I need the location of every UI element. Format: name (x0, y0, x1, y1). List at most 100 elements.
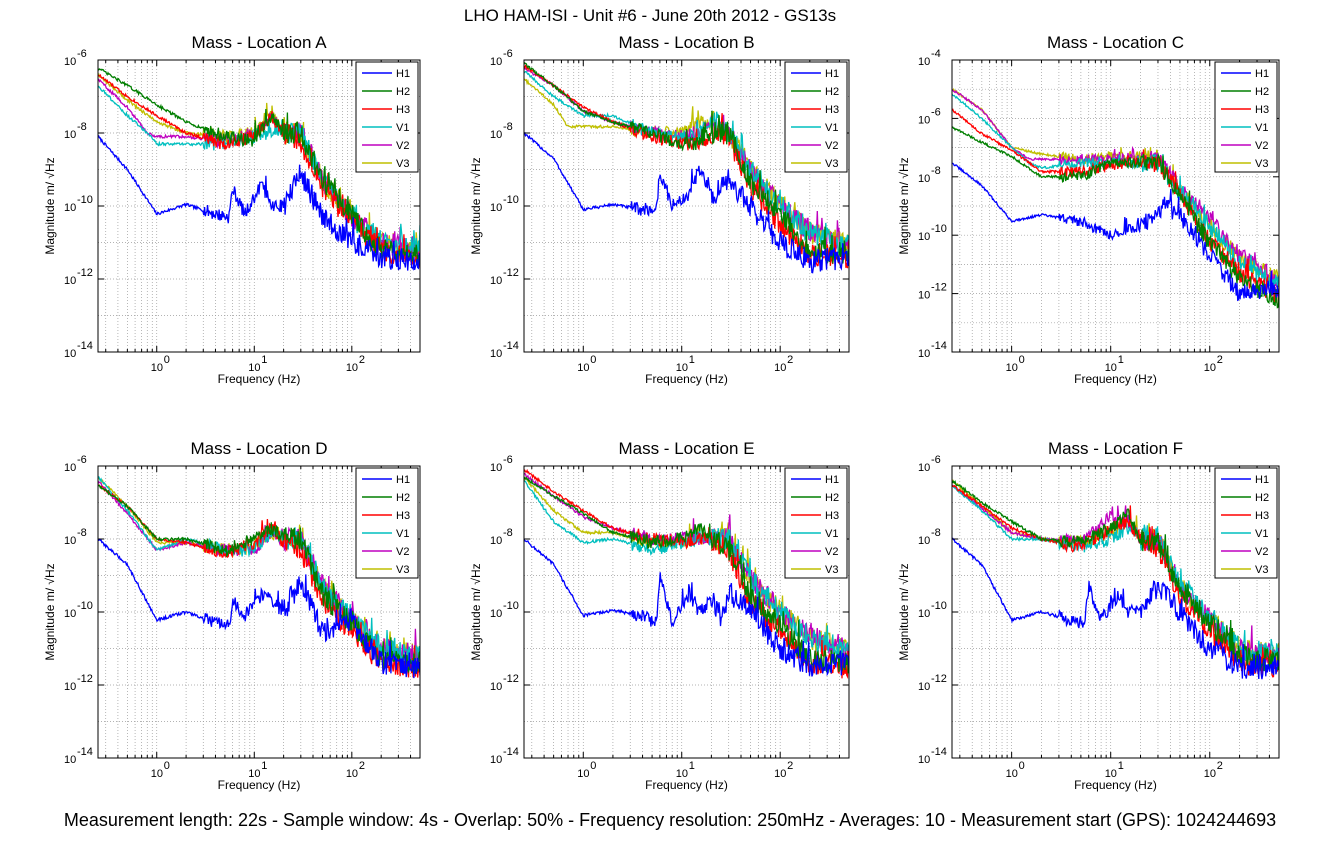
x-tick-label-exp: 1 (261, 354, 267, 366)
x-tick-label-exp: 0 (590, 760, 596, 772)
legend-box (784, 467, 848, 579)
y-tick-label-exp: -10 (77, 600, 93, 612)
series-line-h1 (98, 538, 420, 679)
series-line-v1 (952, 484, 1279, 665)
y-tick-label-exp: -14 (77, 340, 93, 352)
y-axis-label: Magnitude m/ √Hz (469, 563, 483, 660)
y-axis-label: Magnitude m/ √Hz (43, 157, 57, 254)
legend-label: V1 (1255, 122, 1268, 134)
series-group (524, 62, 849, 274)
y-tick-label: 10 (490, 56, 502, 68)
legend-label: V3 (1255, 158, 1268, 170)
y-tick-label: 10 (64, 754, 76, 766)
y-tick-label-exp: -8 (77, 527, 87, 539)
series-line-h2 (524, 476, 849, 674)
x-axis-label: Frequency (Hz) (218, 778, 301, 792)
legend-label: H3 (1255, 104, 1269, 116)
legend-label: V3 (396, 158, 409, 170)
y-tick-label-exp: -6 (77, 454, 87, 466)
legend-label: H3 (825, 104, 839, 116)
y-tick-label-exp: -10 (503, 194, 519, 206)
series-group (98, 475, 420, 679)
legend-label: H1 (396, 68, 410, 80)
chart-title: Mass - Location C (1047, 33, 1184, 52)
legend-label: V2 (1255, 140, 1268, 152)
x-tick-label: 10 (1006, 768, 1018, 780)
x-tick-label: 10 (151, 362, 163, 374)
series-line-v2 (98, 480, 420, 668)
legend-label: H2 (1255, 86, 1269, 98)
series-line-h2 (98, 68, 420, 266)
y-tick-label-exp: -14 (503, 746, 519, 758)
y-tick-label: 10 (490, 129, 502, 141)
x-tick-label-exp: 2 (787, 354, 793, 366)
x-axis-label: Frequency (Hz) (1074, 372, 1157, 386)
y-tick-label: 10 (918, 462, 930, 474)
y-tick-label-exp: -8 (931, 165, 941, 177)
legend-label: H3 (1255, 510, 1269, 522)
y-tick-label: 10 (64, 129, 76, 141)
legend-box (1214, 61, 1278, 173)
y-tick-label: 10 (64, 681, 76, 693)
x-tick-label-exp: 0 (164, 760, 170, 772)
legend-label: H2 (1255, 492, 1269, 504)
legend-label: V1 (825, 528, 838, 540)
legend-label: H1 (1255, 474, 1269, 486)
x-tick-label-exp: 0 (164, 354, 170, 366)
chart-title: Mass - Location E (618, 439, 754, 458)
x-tick-label-exp: 2 (787, 760, 793, 772)
x-tick-label-exp: 2 (1217, 354, 1223, 366)
series-line-h1 (952, 537, 1279, 680)
y-tick-label: 10 (64, 535, 76, 547)
y-tick-label-exp: -12 (931, 673, 947, 685)
y-tick-label: 10 (918, 173, 930, 185)
y-tick-label: 10 (918, 681, 930, 693)
y-tick-label: 10 (918, 114, 930, 126)
series-group (952, 479, 1279, 680)
x-tick-label-exp: 0 (1019, 354, 1025, 366)
y-tick-label-exp: -12 (77, 267, 93, 279)
series-group (952, 88, 1279, 309)
y-tick-label-exp: -4 (931, 48, 941, 60)
y-tick-label: 10 (490, 535, 502, 547)
y-tick-label: 10 (918, 231, 930, 243)
series-line-h1 (952, 162, 1279, 302)
y-tick-label-exp: -14 (931, 746, 947, 758)
legend-label: H2 (396, 492, 410, 504)
legend-label: V2 (825, 546, 838, 558)
x-axis-label: Frequency (Hz) (218, 372, 301, 386)
y-tick-label: 10 (64, 275, 76, 287)
x-tick-label-exp: 2 (359, 760, 365, 772)
y-tick-label: 10 (64, 348, 76, 360)
series-group (98, 68, 420, 271)
x-tick-label: 10 (346, 768, 358, 780)
y-tick-label-exp: -12 (931, 282, 947, 294)
x-tick-label: 10 (248, 768, 260, 780)
legend-label: V3 (396, 564, 409, 576)
y-tick-label: 10 (918, 608, 930, 620)
x-tick-label-exp: 2 (1217, 760, 1223, 772)
legend-label: H2 (825, 86, 839, 98)
figure-title: LHO HAM-ISI - Unit #6 - June 20th 2012 -… (463, 6, 837, 25)
x-tick-label: 10 (346, 362, 358, 374)
legend-label: V1 (396, 528, 409, 540)
y-tick-label: 10 (64, 202, 76, 214)
legend-label: V1 (825, 122, 838, 134)
series-line-h2 (952, 479, 1279, 672)
y-tick-label-exp: -6 (77, 48, 87, 60)
x-axis-label: Frequency (Hz) (645, 372, 728, 386)
x-tick-label: 10 (774, 768, 786, 780)
x-tick-label-exp: 0 (590, 354, 596, 366)
y-tick-label-exp: -6 (503, 48, 513, 60)
y-tick-label-exp: -8 (77, 121, 87, 133)
x-tick-label-exp: 1 (689, 354, 695, 366)
y-tick-label: 10 (490, 608, 502, 620)
legend-label: V3 (825, 158, 838, 170)
axes-frame (951, 59, 1280, 353)
x-tick-label: 10 (1006, 362, 1018, 374)
